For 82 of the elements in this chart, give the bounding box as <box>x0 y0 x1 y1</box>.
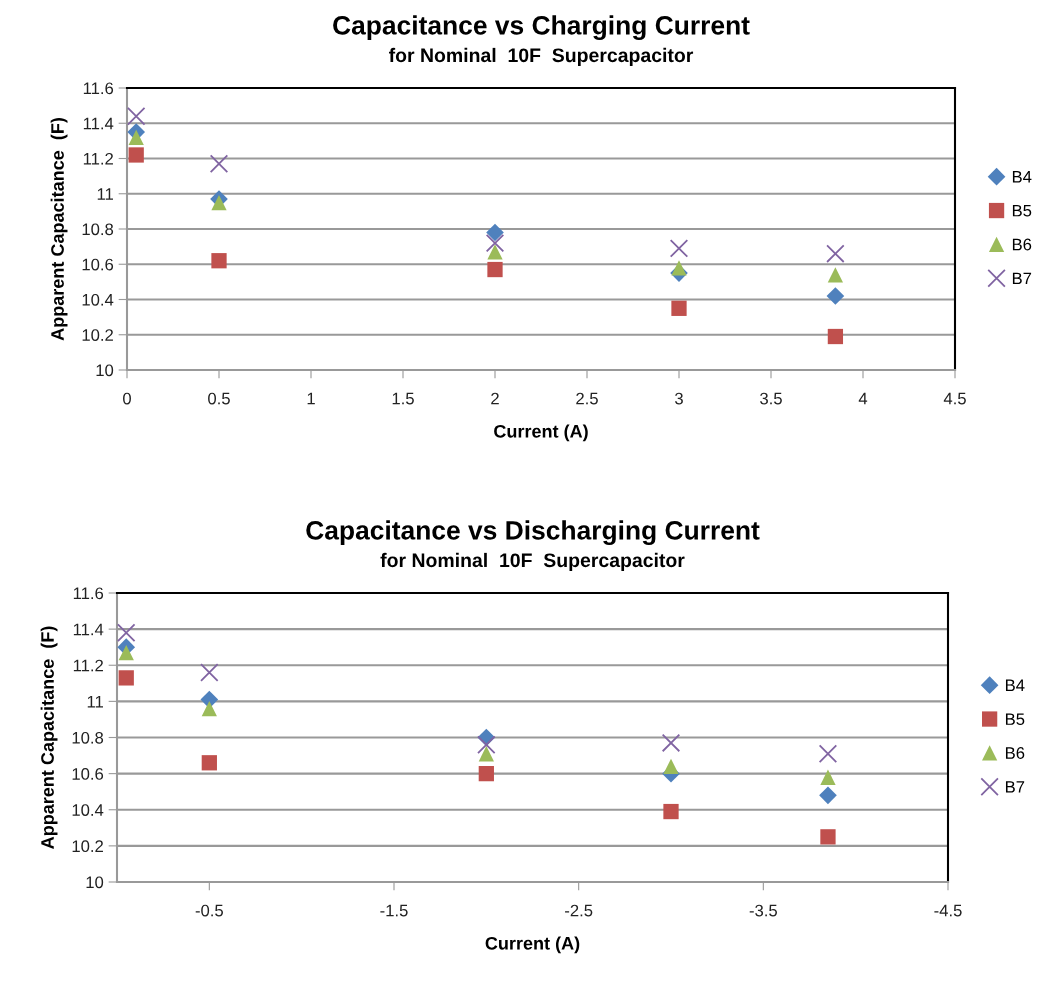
point <box>211 253 227 269</box>
point <box>116 623 136 642</box>
x-tick-label: 4.5 <box>943 392 966 405</box>
legend-label: B4 <box>1012 171 1032 183</box>
point <box>826 244 845 263</box>
legend-label: B6 <box>1005 747 1025 759</box>
x-tick-label: 3 <box>675 392 683 405</box>
point <box>128 129 144 145</box>
y-tick-label: 11.4 <box>83 117 114 130</box>
point <box>487 261 503 278</box>
x-tick-label: -0.5 <box>195 904 223 917</box>
y-tick-label: 11 <box>97 188 113 200</box>
point <box>118 644 134 661</box>
point <box>820 829 836 845</box>
point <box>211 194 227 211</box>
x-tick-label: 4 <box>858 392 868 405</box>
y-tick-label: 10 <box>86 876 104 889</box>
chart-subtitle: for Nominal 10F Supercapacitor <box>380 552 685 571</box>
x-tick-label: 1.5 <box>392 392 414 405</box>
x-tick-label: -2.5 <box>565 904 593 917</box>
x-tick-label: -4.5 <box>934 904 962 917</box>
x-tick-label: 1 <box>307 392 315 405</box>
chart-title: Capacitance vs Charging Current <box>333 15 750 40</box>
y-tick-label: 11.4 <box>73 623 104 636</box>
point <box>126 106 146 126</box>
chart-title: Capacitance vs Discharging Current <box>306 520 760 545</box>
x-axis-title: Current (A) <box>485 936 580 954</box>
point <box>477 735 496 754</box>
point <box>663 758 679 775</box>
point <box>661 733 681 753</box>
chart-subtitle: for Nominal 10F Supercapacitor <box>388 47 694 66</box>
point <box>487 244 503 260</box>
legend-label: B7 <box>1005 781 1025 793</box>
legend-label: B6 <box>1012 238 1032 251</box>
point <box>818 744 838 763</box>
point <box>827 267 844 283</box>
y-tick-label: 11.2 <box>73 659 103 672</box>
x-tick-label: 2.5 <box>576 392 598 405</box>
point <box>209 154 229 174</box>
y-tick-label: 10.8 <box>82 223 114 236</box>
legend-label: B5 <box>1005 713 1025 726</box>
point <box>201 755 217 771</box>
y-tick-label: 10.6 <box>82 258 114 271</box>
point <box>827 328 844 345</box>
point <box>486 223 504 242</box>
legend-label: B7 <box>1012 272 1032 285</box>
point <box>200 663 219 682</box>
point <box>820 769 836 785</box>
x-axis-title: Current (A) <box>494 424 588 442</box>
point <box>118 670 134 686</box>
x-tick-label: 3.5 <box>760 392 782 405</box>
x-tick-label: 0.5 <box>208 392 230 405</box>
y-tick-label: 10.2 <box>72 840 103 853</box>
x-tick-label: 2 <box>491 392 499 405</box>
x-tick-label: -3.5 <box>749 904 777 917</box>
y-tick-label: 10 <box>96 364 114 377</box>
legend-label: B4 <box>1005 679 1025 692</box>
y-tick-label: 10.2 <box>82 329 113 341</box>
y-tick-label: 11 <box>87 695 103 708</box>
point <box>826 287 845 305</box>
point <box>669 239 689 258</box>
y-axis-title: Apparent Capacitance (F) <box>40 626 58 849</box>
y-tick-label: 10.8 <box>72 731 104 744</box>
point <box>201 700 217 717</box>
y-tick-label: 11.2 <box>83 152 113 165</box>
x-tick-label: -1.5 <box>380 904 408 917</box>
y-tick-label: 10.4 <box>82 293 114 306</box>
y-tick-label: 11.6 <box>73 587 104 600</box>
y-tick-label: 10.4 <box>72 804 104 816</box>
point <box>485 233 505 253</box>
x-tick-label: 0 <box>123 392 131 405</box>
point <box>819 786 837 805</box>
legend-label: B5 <box>1012 204 1032 217</box>
point <box>671 260 687 276</box>
point <box>478 746 494 762</box>
point <box>478 765 494 782</box>
y-axis-title: Apparent Capacitance (F) <box>50 118 68 341</box>
point <box>663 803 679 820</box>
point <box>128 147 144 163</box>
y-tick-label: 10.6 <box>72 768 104 780</box>
point <box>671 300 687 316</box>
y-tick-label: 11.6 <box>83 82 114 95</box>
